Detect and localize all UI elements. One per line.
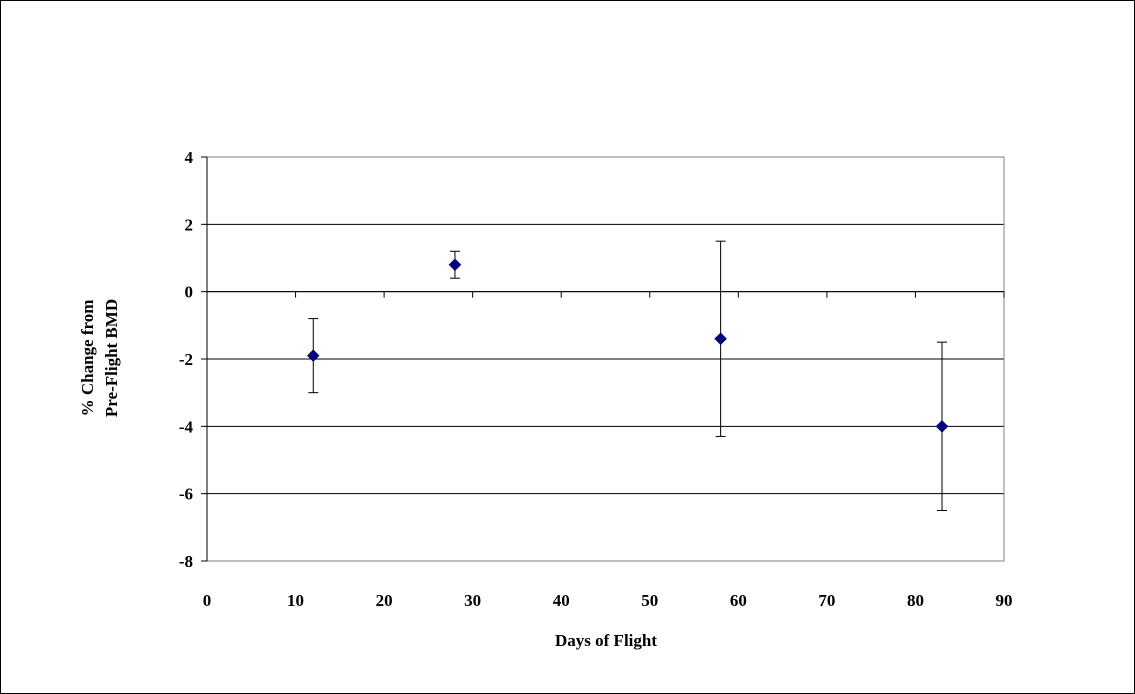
x-tick-label: 70: [818, 591, 835, 610]
x-tick-label: 0: [203, 591, 212, 610]
x-tick-label: 40: [553, 591, 570, 610]
x-tick-label: 90: [996, 591, 1013, 610]
error-bars: [308, 240, 948, 511]
x-tick-labels: 0 10 20 30 40 50 60 70 80 90: [203, 591, 1013, 610]
y-tick-label: -4: [179, 417, 194, 436]
x-tick-label: 10: [287, 591, 304, 610]
x-axis-title: Days of Flight: [555, 631, 657, 650]
axes: [201, 156, 1005, 562]
y-axis-title-line-1: % Change from: [78, 300, 97, 417]
data-point: [714, 332, 727, 346]
y-tick-label: 0: [185, 283, 194, 302]
y-tick-label: -8: [179, 552, 193, 571]
y-tick-label: 2: [185, 215, 194, 234]
x-tick-label: 30: [464, 591, 481, 610]
x-tick-label: 50: [641, 591, 658, 610]
y-tick-label: -2: [179, 350, 193, 369]
y-axis-title-line-2: Pre-Flight BMD: [102, 299, 121, 417]
x-tick-label: 20: [376, 591, 393, 610]
y-tick-label: 4: [185, 148, 194, 167]
data-points: [306, 258, 949, 433]
y-tick-labels: 4 2 0 -2 -4 -6 -8: [179, 148, 194, 571]
data-point: [448, 258, 462, 272]
x-tick-label: 80: [907, 591, 924, 610]
data-point: [306, 349, 320, 362]
gridlines: [207, 223, 1004, 495]
y-tick-label: -6: [179, 485, 193, 504]
x-tick-label: 60: [730, 591, 747, 610]
data-point: [935, 419, 949, 433]
